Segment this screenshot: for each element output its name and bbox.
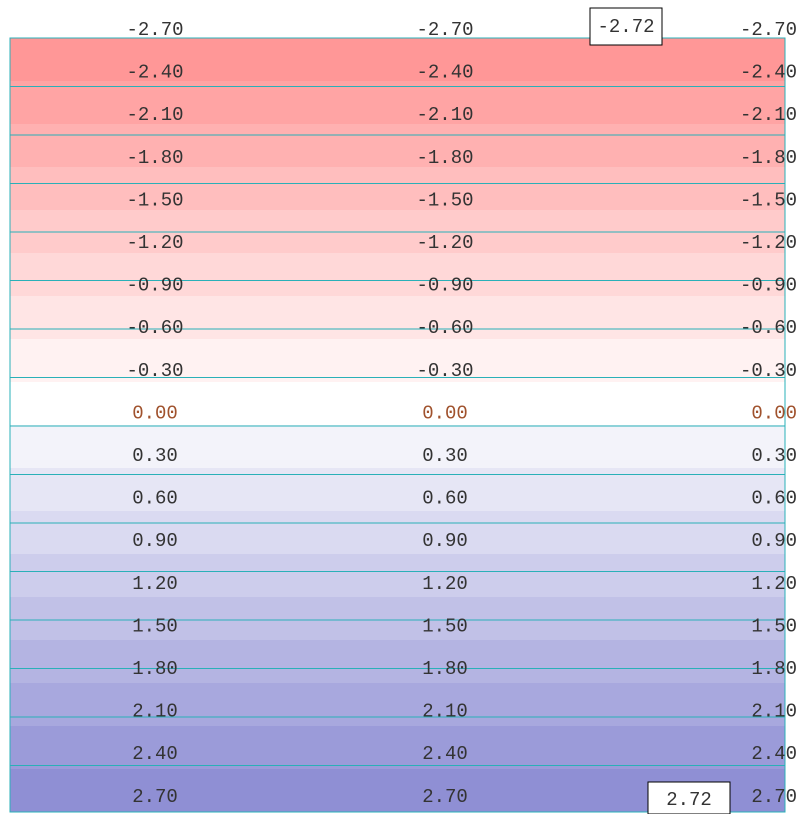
cell-label: 0.30 bbox=[422, 445, 468, 467]
cell-label: 0.90 bbox=[751, 530, 797, 552]
frame bbox=[9, 37, 786, 813]
band bbox=[10, 296, 785, 339]
cell-label: -2.10 bbox=[416, 104, 473, 126]
min-label: -2.72 bbox=[597, 16, 654, 38]
cell-label: -0.90 bbox=[740, 275, 797, 297]
cell-label: -0.30 bbox=[740, 360, 797, 382]
cell-label: 2.10 bbox=[751, 701, 797, 723]
max-label: 2.72 bbox=[666, 789, 712, 811]
band bbox=[10, 425, 785, 468]
cell-label: -0.90 bbox=[416, 275, 473, 297]
cell-label: 1.20 bbox=[132, 573, 178, 595]
cell-label: -1.20 bbox=[126, 232, 183, 254]
cell-label: 0.90 bbox=[422, 530, 468, 552]
separators bbox=[10, 86, 785, 766]
cell-label: -1.50 bbox=[740, 189, 797, 211]
cell-label: -1.80 bbox=[740, 147, 797, 169]
cell-label: -1.20 bbox=[416, 232, 473, 254]
cell-label: 0.60 bbox=[751, 488, 797, 510]
cell-label: 2.70 bbox=[132, 786, 178, 808]
cell-label: 0.60 bbox=[132, 488, 178, 510]
cell-label: 1.50 bbox=[751, 615, 797, 637]
cell-label: 1.50 bbox=[132, 615, 178, 637]
cell-label: -0.60 bbox=[126, 317, 183, 339]
cell-label: 0.00 bbox=[132, 402, 178, 424]
cell-label: -2.10 bbox=[126, 104, 183, 126]
cell-label: -0.90 bbox=[126, 275, 183, 297]
cell-label: -2.40 bbox=[416, 62, 473, 84]
cell-label: -2.40 bbox=[740, 62, 797, 84]
cell-label: 2.70 bbox=[422, 786, 468, 808]
cell-label: 2.40 bbox=[422, 743, 468, 765]
cell-label: 2.10 bbox=[422, 701, 468, 723]
cell-label: -0.60 bbox=[740, 317, 797, 339]
band bbox=[10, 597, 785, 640]
cell-label: -0.30 bbox=[416, 360, 473, 382]
cell-label: 0.00 bbox=[422, 402, 468, 424]
band bbox=[10, 726, 785, 769]
band bbox=[10, 124, 785, 167]
cell-label: 0.30 bbox=[751, 445, 797, 467]
cell-label: 0.60 bbox=[422, 488, 468, 510]
cell-label: -2.40 bbox=[126, 62, 183, 84]
cell-label: 2.10 bbox=[132, 701, 178, 723]
cell-label: -1.80 bbox=[126, 147, 183, 169]
band bbox=[10, 339, 785, 382]
labels: -2.70 -2.70 -2.70 -2.40 -2.40 -2.40 -2.10 -2.10… bbox=[126, 19, 797, 808]
cell-label: -0.30 bbox=[126, 360, 183, 382]
cell-label: 1.20 bbox=[751, 573, 797, 595]
cell-label: -0.60 bbox=[416, 317, 473, 339]
max-box bbox=[647, 781, 731, 814]
cell-label: 0.90 bbox=[132, 530, 178, 552]
cell-label: 2.40 bbox=[132, 743, 178, 765]
min-box bbox=[589, 7, 663, 46]
cell-label: -1.50 bbox=[126, 189, 183, 211]
cell-label: 0.00 bbox=[751, 402, 797, 424]
cell-label: 1.20 bbox=[422, 573, 468, 595]
cell-label: -1.20 bbox=[740, 232, 797, 254]
cell-label: 2.40 bbox=[751, 743, 797, 765]
cell-label: 1.50 bbox=[422, 615, 468, 637]
band bbox=[10, 167, 785, 210]
cell-label: 2.70 bbox=[751, 786, 797, 808]
band bbox=[10, 468, 785, 511]
band bbox=[10, 81, 785, 124]
cell-label: -2.70 bbox=[740, 19, 797, 41]
band bbox=[10, 253, 785, 296]
cell-label: -2.70 bbox=[416, 19, 473, 41]
band bbox=[10, 683, 785, 726]
cell-label: -1.80 bbox=[416, 147, 473, 169]
band bbox=[10, 382, 785, 425]
cell-label: 0.30 bbox=[132, 445, 178, 467]
band bbox=[10, 554, 785, 597]
cell-label: -2.70 bbox=[126, 19, 183, 41]
cell-label: -1.50 bbox=[416, 189, 473, 211]
cell-label: 1.80 bbox=[132, 658, 178, 680]
cell-label: -2.10 bbox=[740, 104, 797, 126]
band bbox=[10, 640, 785, 683]
cell-label: 1.80 bbox=[422, 658, 468, 680]
band bbox=[10, 511, 785, 554]
cell-label: 1.80 bbox=[751, 658, 797, 680]
